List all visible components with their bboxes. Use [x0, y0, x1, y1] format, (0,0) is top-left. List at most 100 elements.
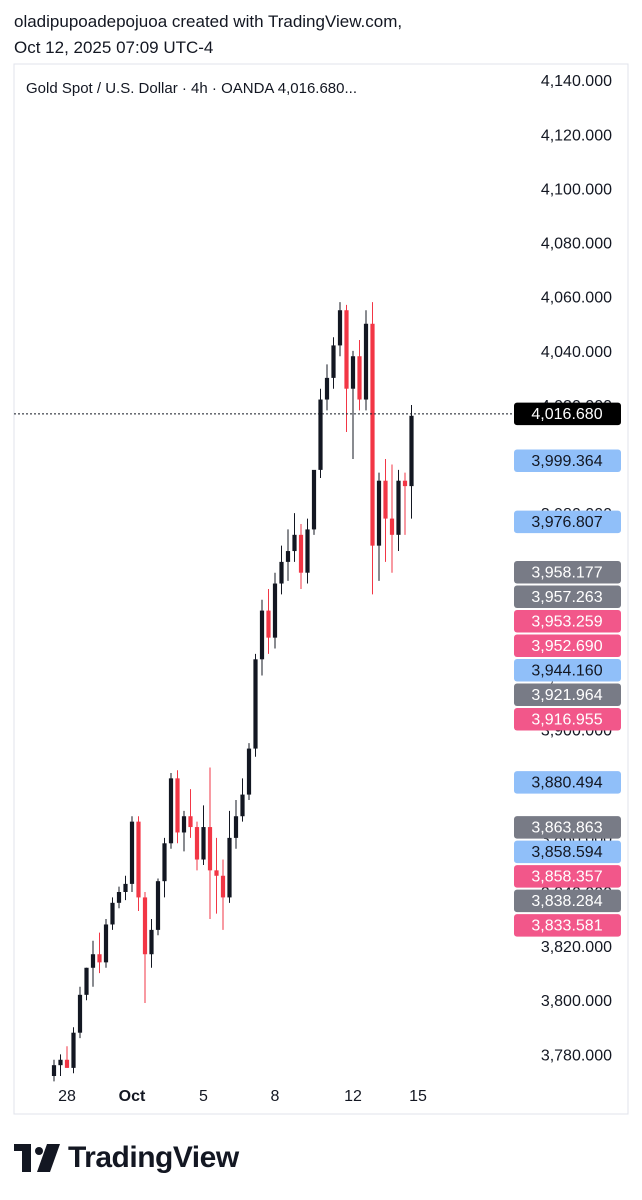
candle-body	[259, 610, 265, 660]
candle-body	[285, 551, 291, 562]
candle-body	[220, 875, 226, 898]
candle-body	[162, 843, 167, 882]
candle-body	[402, 480, 408, 487]
candle-body	[337, 310, 343, 346]
candle-body	[324, 377, 330, 400]
price-tag-bg	[514, 889, 621, 913]
candle-body	[311, 469, 317, 530]
x-tick-label: 28	[58, 1088, 76, 1105]
price-tag-bg	[514, 449, 621, 473]
price-tag-bg	[514, 771, 621, 794]
brand-name: TradingView	[68, 1141, 239, 1174]
candle-body	[168, 778, 174, 844]
candle-body	[194, 827, 200, 860]
candle-body	[389, 518, 395, 535]
candle-body	[116, 892, 122, 903]
price-tag-label: 3,916.955	[531, 711, 602, 728]
candle-body	[292, 534, 297, 552]
price-tag-bg	[514, 683, 621, 706]
price-tag-label: 3,838.284	[531, 893, 602, 910]
header-author: oladipupoadepojuoa created with TradingV…	[14, 12, 403, 31]
candle-body	[350, 356, 356, 389]
candle-body	[188, 816, 193, 828]
candle-body	[84, 967, 89, 995]
candle-body	[376, 480, 382, 546]
candle-body	[409, 415, 414, 487]
candle-body	[363, 323, 369, 400]
price-tag-label: 3,921.964	[531, 687, 602, 704]
candle-body	[233, 816, 239, 838]
price-tag-label: 3,880.494	[531, 775, 602, 792]
header-timestamp: Oct 12, 2025 07:09 UTC-4	[14, 38, 214, 57]
candle-body	[123, 883, 128, 892]
candle-body	[272, 583, 278, 638]
y-tick-label: 4,080.000	[541, 236, 612, 253]
price-tag-bg	[514, 609, 621, 633]
price-tag-bg	[514, 707, 621, 731]
candle-body	[136, 821, 141, 898]
candle-body	[51, 1065, 57, 1076]
x-tick-label: 12	[344, 1088, 362, 1105]
x-axis[interactable]: 28 Oct 5 8 12 15	[58, 1088, 427, 1105]
price-tag-label: 4,016.680	[531, 406, 602, 423]
y-tick-label: 4,060.000	[541, 290, 612, 307]
x-tick-label: 8	[271, 1088, 280, 1105]
price-tag-label: 3,952.690	[531, 638, 602, 655]
chart-frame	[13, 63, 629, 1115]
candle-body	[227, 837, 232, 898]
candle-body	[396, 480, 401, 535]
candle-body	[383, 480, 388, 519]
price-tag-bg	[514, 914, 621, 937]
candle-body	[97, 954, 102, 963]
price-tag-bg	[514, 865, 621, 888]
candle-body	[298, 534, 304, 573]
price-tag-label: 3,957.263	[531, 589, 602, 606]
candle-body	[77, 994, 83, 1033]
brand[interactable]: TradingView	[14, 1138, 239, 1178]
candle-body	[344, 310, 349, 389]
candle-body	[318, 399, 323, 470]
candle-body	[331, 345, 336, 378]
candle-body	[71, 1032, 76, 1068]
candle-body	[370, 323, 375, 546]
x-tick-label: Oct	[119, 1088, 146, 1105]
price-tag-label: 3,858.357	[531, 869, 602, 886]
candle-body	[155, 881, 161, 930]
candlestick-series	[51, 302, 414, 1082]
price-tag-bg	[514, 658, 621, 682]
x-tick-label: 5	[199, 1088, 208, 1105]
candle-body	[142, 897, 148, 955]
price-tag-label: 3,863.863	[531, 820, 602, 837]
price-tag-label: 3,999.364	[531, 453, 602, 470]
candle-body	[305, 529, 310, 573]
y-tick-label: 3,800.000	[541, 993, 612, 1010]
candle-body	[149, 929, 154, 955]
price-tag-bg	[514, 634, 621, 657]
candle-body	[103, 924, 109, 963]
candle-body	[90, 954, 96, 968]
candle-body	[246, 748, 252, 795]
candle-body	[201, 827, 206, 860]
price-tag-bg	[514, 816, 621, 839]
symbol-legend[interactable]: Gold Spot / U.S. Dollar · 4h · OANDA 4,0…	[26, 80, 357, 97]
y-tick-label: 4,140.000	[541, 73, 612, 90]
tradingview-logo-icon	[14, 1144, 60, 1172]
candle-body	[181, 816, 187, 833]
y-tick-label: 4,040.000	[541, 344, 612, 361]
price-tag-label: 3,958.177	[531, 564, 602, 581]
price-tag-bg	[514, 560, 621, 584]
price-tag-label: 3,976.807	[531, 514, 602, 531]
price-tags: 4,016.680 3,999.364 3,976.807 3,958.177 3,95…	[514, 402, 621, 937]
price-tag-bg	[514, 585, 621, 608]
candle-body	[279, 561, 284, 584]
candle-body	[110, 902, 115, 925]
price-tag-label: 3,944.160	[531, 662, 602, 679]
candle-body	[240, 794, 245, 817]
candle-body	[129, 821, 135, 884]
candle-body	[214, 870, 219, 876]
price-tag-bg	[514, 840, 621, 864]
price-tag-bg	[514, 510, 621, 534]
y-tick-label: 4,120.000	[541, 127, 612, 144]
candle-body	[64, 1059, 70, 1068]
